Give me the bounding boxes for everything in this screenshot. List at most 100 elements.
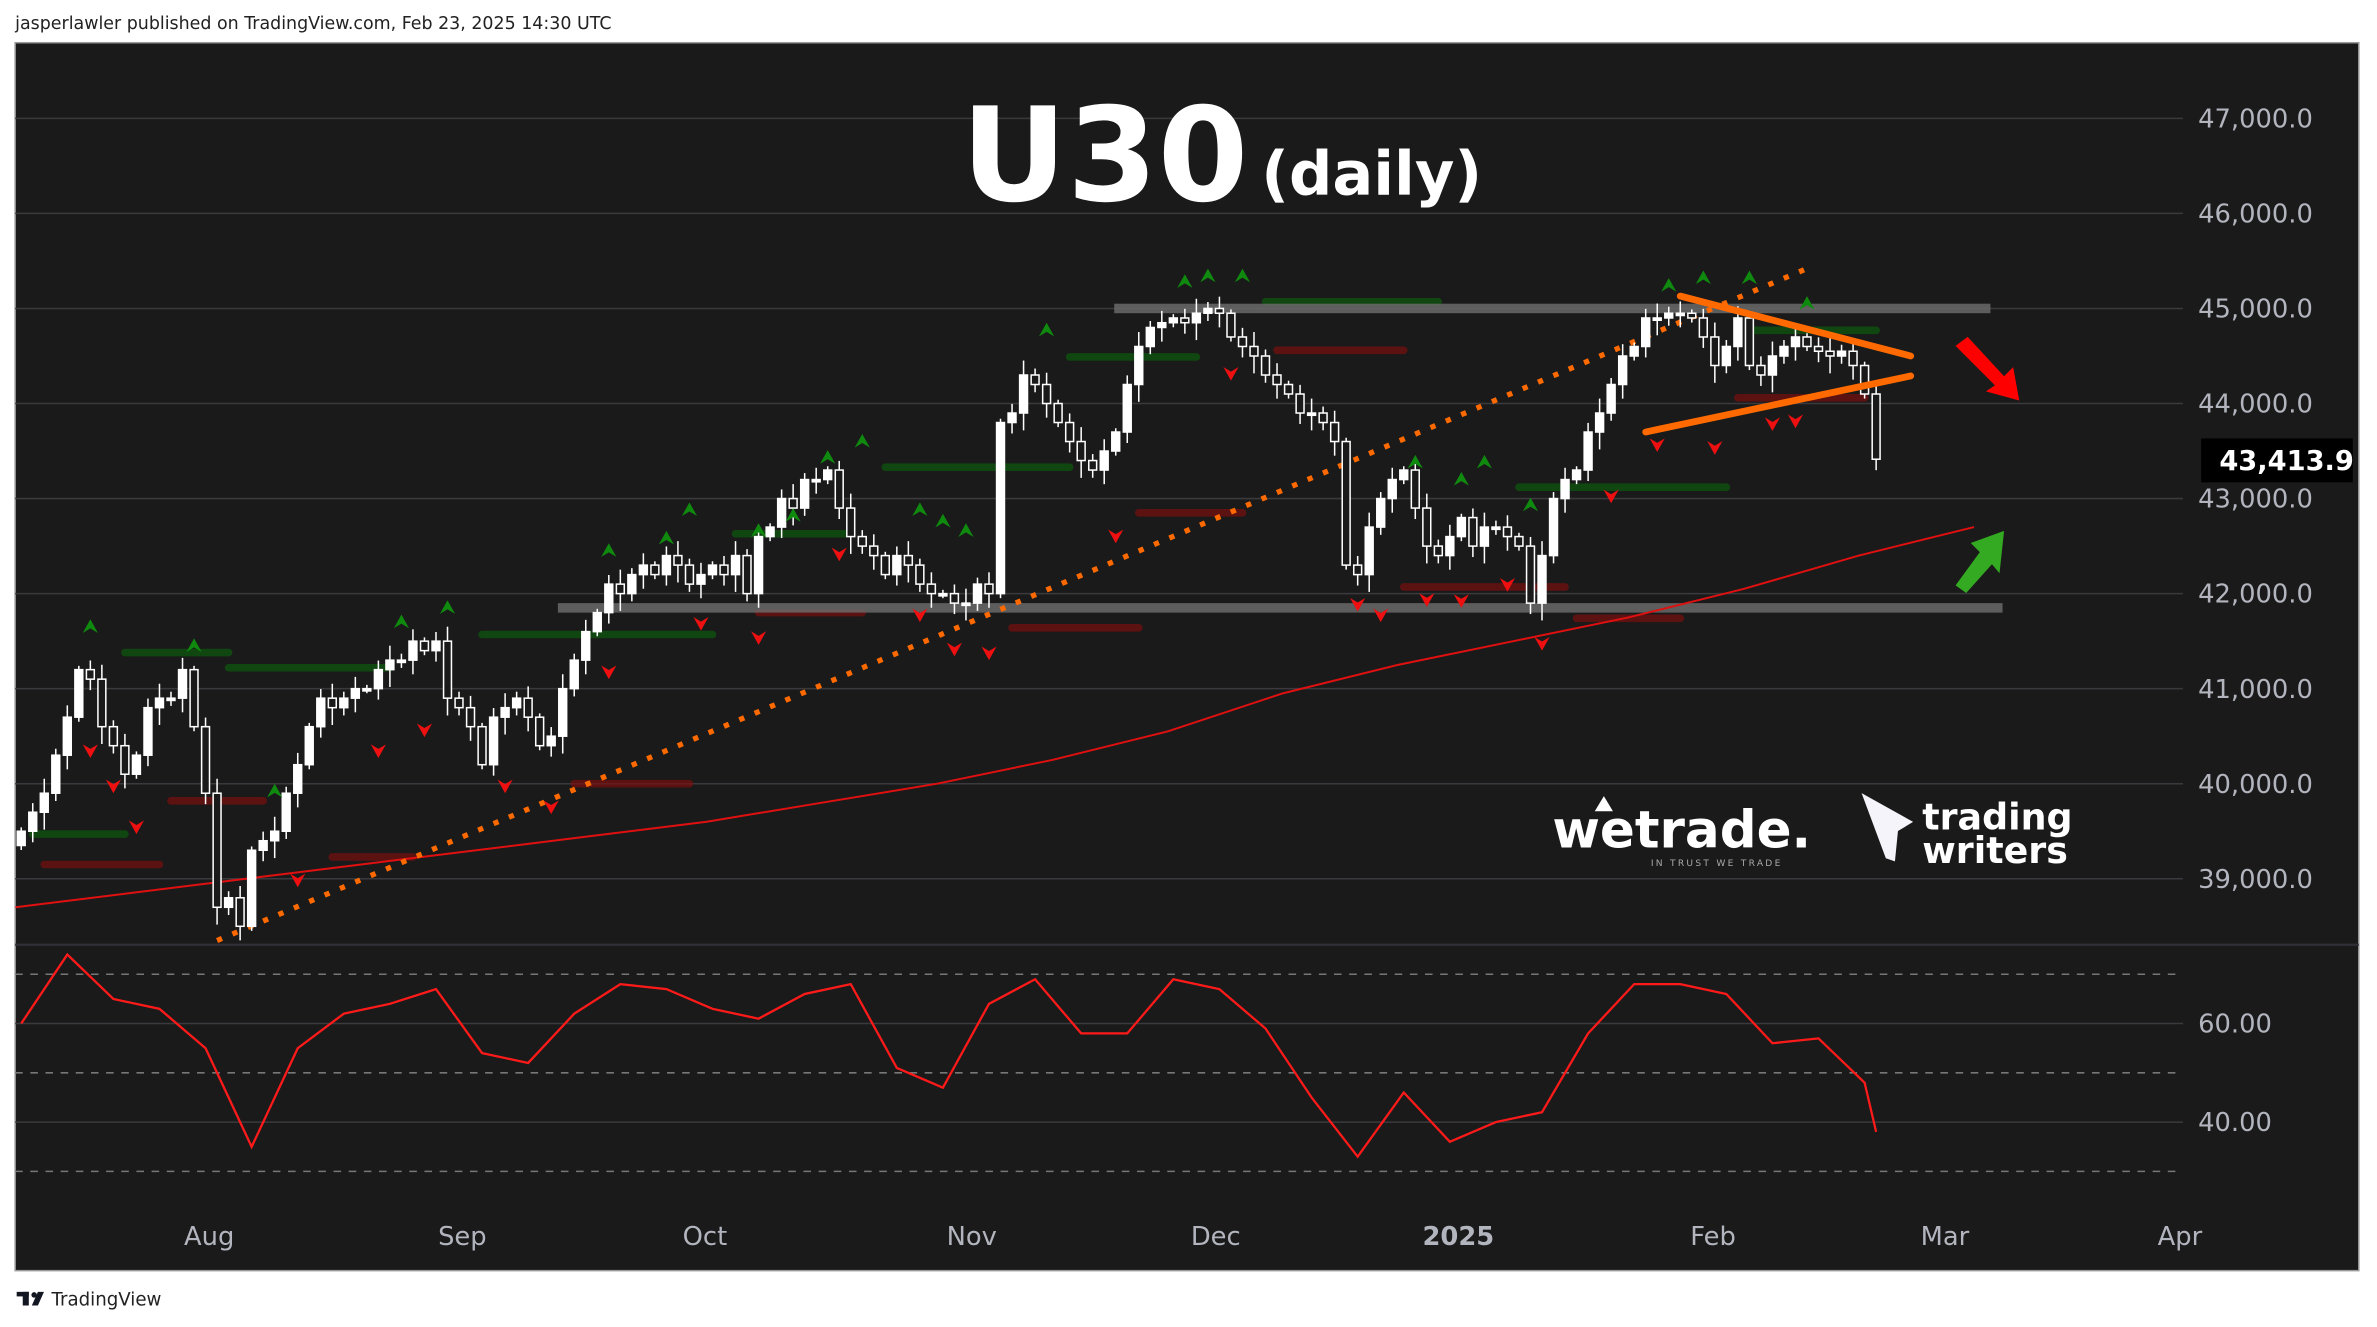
rsi-line [20, 952, 1878, 1159]
candle-body-down [1180, 317, 1190, 324]
price-tick-label: 42,000.0 [2198, 580, 2313, 610]
signal-down-icon [543, 800, 559, 815]
candle-body-down [984, 583, 994, 595]
candle [1652, 303, 1662, 336]
candle [1295, 384, 1305, 424]
candle-body-up [1134, 345, 1144, 386]
candle [1041, 372, 1052, 418]
candle [1664, 306, 1674, 326]
candle-body-up [373, 668, 384, 690]
price-axis[interactable]: 47,000.0 46,000.0 45,000.0 44,000.0 43,000.0… [2198, 104, 2313, 894]
signal-up-icon [1039, 322, 1055, 337]
time-axis[interactable]: Aug Sep Oct Nov Dec 2025 Feb Mar Apr [184, 1222, 2203, 1252]
candle-body-down [1468, 516, 1478, 547]
candle-body-down [1352, 564, 1363, 576]
candle [1859, 361, 1870, 399]
candle [592, 608, 602, 637]
candle [673, 541, 683, 583]
candle [1641, 308, 1651, 358]
candle [1111, 428, 1121, 456]
candle [281, 786, 291, 839]
candle-body-up [707, 564, 718, 576]
support-zone [557, 603, 2003, 613]
candle [1364, 512, 1374, 592]
time-tick-label: Mar [1921, 1222, 1970, 1252]
candle-body-up [293, 763, 303, 794]
price-tick-label: 39,000.0 [2198, 865, 2313, 895]
trading-writers-logo: trading writers [1861, 793, 2073, 872]
candle [1180, 308, 1190, 334]
candle [949, 584, 960, 615]
candle [742, 549, 752, 602]
candle [1514, 532, 1524, 551]
candle-body-down [1260, 355, 1271, 376]
candle [1871, 384, 1881, 471]
candle [488, 708, 499, 776]
candle [419, 637, 430, 656]
candle-body-up [39, 792, 49, 813]
candle [707, 561, 718, 580]
signal-down-icon [1373, 608, 1389, 623]
candle-body-up [1836, 350, 1847, 357]
time-tick-label: Sep [438, 1222, 487, 1252]
price-tick-label: 46,000.0 [2198, 200, 2313, 230]
candle-body-up [269, 830, 280, 842]
candle [1698, 308, 1709, 348]
tradingview-footer[interactable]: TradingView [16, 1290, 162, 1311]
candle [1203, 302, 1213, 321]
symbol-title: U30 [961, 79, 1248, 231]
candle [431, 632, 441, 662]
candle [212, 778, 222, 925]
candle-body-up [350, 687, 361, 699]
candle-body-down [1283, 383, 1294, 395]
signal-up-icon [1200, 268, 1216, 283]
tradingview-logo-icon [16, 1291, 44, 1306]
candle [1606, 378, 1616, 421]
candle-body-down [1064, 421, 1075, 443]
candle [823, 466, 833, 485]
candle [200, 717, 211, 805]
candle-body-up [1560, 478, 1570, 500]
time-tick-label: Feb [1690, 1222, 1736, 1252]
candle-body-up [1387, 478, 1397, 500]
candle [1617, 344, 1628, 399]
candle [546, 727, 556, 757]
candle-body-up [246, 849, 257, 928]
candle-body-up [1652, 317, 1662, 322]
chart-background[interactable] [14, 41, 2360, 1272]
rising-trendline [216, 266, 1809, 943]
candle-body-up [143, 706, 153, 756]
pen-nib-icon [1861, 793, 1914, 862]
candle-body-down [1710, 336, 1720, 367]
rsi-axis[interactable]: 60.00 40.00 [2198, 1010, 2272, 1139]
candle [120, 733, 130, 789]
candle [696, 562, 706, 599]
candle-body-up [281, 792, 291, 832]
candle-body-down [1756, 364, 1766, 376]
candle-body-down [1744, 317, 1755, 367]
candle [1376, 492, 1386, 535]
candle-body-up [1018, 374, 1029, 414]
candle [1525, 536, 1536, 615]
candle-body-down [1318, 412, 1328, 424]
candle-body-up [546, 735, 556, 747]
candle-body-down [1237, 336, 1248, 348]
candle-body-up [339, 697, 349, 709]
candle [39, 778, 49, 830]
time-tick-label: Oct [683, 1222, 728, 1252]
candle [1548, 492, 1559, 564]
candle-body-up [961, 602, 971, 607]
signal-down-icon [981, 646, 997, 661]
candle-body-up [431, 640, 441, 652]
candle-body-up [166, 697, 176, 702]
candle [1456, 513, 1467, 542]
candle [961, 588, 971, 621]
candle [1836, 344, 1847, 364]
candle [558, 674, 568, 754]
wetrade-wordmark: wetrade. [1552, 801, 1811, 861]
candle [1087, 454, 1098, 478]
candle-body-down [1076, 440, 1086, 462]
candle-body-down [926, 583, 937, 595]
candle [1053, 399, 1063, 428]
candle [1479, 512, 1490, 564]
